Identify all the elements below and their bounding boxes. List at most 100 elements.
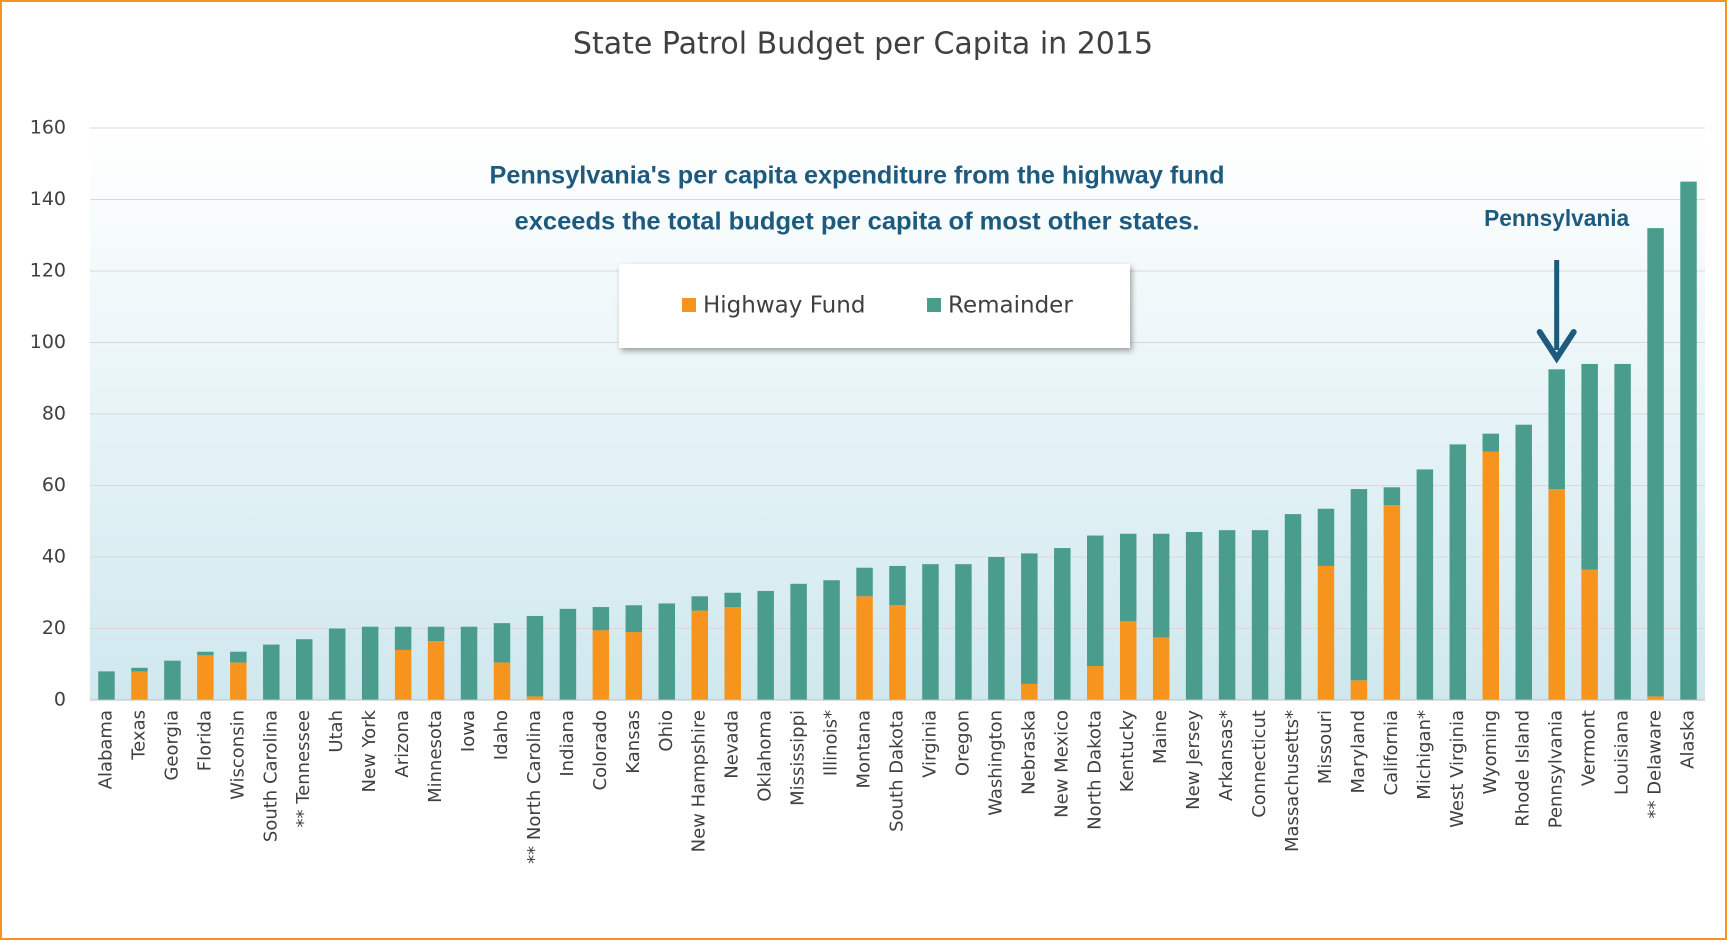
- annotation: Pennsylvania's per capita expenditure fr…: [490, 162, 1225, 190]
- bar-segment: [856, 596, 873, 700]
- x-tick-label: Nevada: [722, 710, 743, 779]
- arrow-head: [1536, 329, 1577, 364]
- legend-swatch: [682, 298, 696, 312]
- chart-title: State Patrol Budget per Capita in 2015: [573, 27, 1153, 62]
- bar-segment: [1218, 530, 1236, 700]
- bar-segment: [1350, 489, 1368, 681]
- x-tick-label: Ohio: [656, 710, 677, 752]
- bar-segment: [592, 607, 610, 631]
- legend-box: [619, 264, 1130, 348]
- bar-segment: [1251, 530, 1269, 700]
- bar-segment: [922, 564, 939, 700]
- x-tick-label: South Carolina: [260, 710, 281, 842]
- x-tick-label: California: [1381, 710, 1402, 795]
- annotation: Pennsylvania: [1484, 205, 1629, 231]
- x-tick-label: Vermont: [1579, 710, 1600, 786]
- x-tick-label: Arkansas*: [1216, 710, 1237, 801]
- bar-segment: [1581, 569, 1598, 700]
- bar-segment: [1021, 683, 1038, 700]
- x-tick-label: Kentucky: [1117, 710, 1138, 793]
- bar-segment: [427, 626, 445, 642]
- x-tick-label: Wyoming: [1480, 710, 1501, 795]
- bar-segment: [131, 671, 148, 700]
- bar-segment: [1087, 666, 1104, 700]
- bar-segment: [1119, 533, 1137, 622]
- bar-segment: [295, 639, 313, 700]
- bar-segment: [1647, 696, 1664, 700]
- x-tick-label: Wisconsin: [227, 710, 248, 800]
- x-tick-label: Rhode Island: [1513, 710, 1534, 827]
- bar-segment: [1152, 533, 1170, 638]
- bar-segment: [493, 662, 511, 700]
- x-tick-label: ** North Carolina: [524, 710, 545, 864]
- bar-segment: [263, 644, 280, 700]
- bar-segment: [98, 671, 115, 700]
- bar-segment: [1548, 489, 1565, 700]
- x-tick-label: Alaska: [1678, 710, 1699, 769]
- x-tick-label: Oregon: [952, 710, 973, 776]
- bar-segment: [1087, 535, 1104, 667]
- x-tick-label: Missouri: [1315, 710, 1336, 784]
- bar-segment: [394, 649, 412, 700]
- bar-segment: [394, 626, 412, 650]
- bar-segment: [1185, 531, 1203, 700]
- x-tick-label: Oklahoma: [755, 710, 776, 802]
- bar-segment: [1350, 680, 1368, 700]
- bar-segment: [526, 615, 544, 697]
- bar-segment: [328, 628, 346, 700]
- x-tick-label: Iowa: [458, 710, 479, 752]
- x-tick-label: New York: [359, 709, 380, 792]
- y-tick-label: 120: [30, 260, 66, 282]
- bar-segment: [197, 651, 214, 656]
- bar-segment: [889, 605, 906, 700]
- x-tick-label: Michigan*: [1414, 710, 1435, 800]
- x-tick-label: ** Delaware: [1645, 710, 1666, 819]
- x-tick-label: Connecticut: [1249, 710, 1270, 818]
- bar-segment: [164, 660, 181, 700]
- bar-segment: [197, 655, 214, 700]
- bar-segment: [1482, 433, 1500, 452]
- bar-segment: [1317, 508, 1335, 566]
- bar-segment: [1317, 565, 1335, 700]
- bar-segment: [790, 583, 807, 700]
- x-tick-label: Utah: [326, 710, 347, 753]
- x-tick-label: Minnesota: [425, 710, 446, 803]
- bar-segment: [955, 564, 972, 700]
- y-tick-label: 80: [42, 403, 66, 425]
- x-tick-label: Maine: [1150, 710, 1171, 764]
- x-tick-label: New Jersey: [1183, 710, 1204, 810]
- bar-segment: [757, 590, 774, 700]
- y-tick-label: 100: [30, 331, 66, 353]
- x-tick-label: Alabama: [95, 710, 116, 789]
- y-tick-label: 160: [30, 117, 66, 139]
- x-tick-label: Nebraska: [1018, 710, 1039, 795]
- x-tick-label: Washington: [985, 710, 1006, 816]
- x-tick-label: Montana: [854, 710, 875, 788]
- bar-segment: [1548, 369, 1565, 490]
- bar-segment: [625, 632, 643, 700]
- bar-segment: [988, 557, 1005, 700]
- bar-segment: [1021, 553, 1038, 684]
- bar-segment: [559, 608, 577, 700]
- bar-segment: [625, 605, 643, 633]
- bar-segment: [1680, 181, 1697, 700]
- x-tick-label: New Mexico: [1051, 710, 1072, 818]
- bar-segment: [1119, 621, 1137, 700]
- bar-segment: [1054, 548, 1071, 700]
- x-tick-label: Florida: [194, 710, 215, 771]
- x-tick-label: Massachusetts*: [1282, 710, 1303, 852]
- bar-segment: [1581, 363, 1598, 570]
- x-tick-label: Maryland: [1348, 710, 1369, 793]
- x-tick-label: Indiana: [557, 710, 578, 777]
- bar-segment: [526, 696, 544, 700]
- bar-segment: [823, 580, 840, 700]
- bar-segment: [493, 623, 511, 663]
- bar-segment: [460, 626, 478, 700]
- bar-segment: [1284, 514, 1302, 700]
- legend-label: Highway Fund: [703, 293, 865, 319]
- x-tick-label: Pennsylvania: [1546, 710, 1567, 828]
- x-tick-label: New Hampshire: [689, 710, 710, 852]
- bar-segment: [1383, 487, 1401, 506]
- x-tick-label: Virginia: [919, 710, 940, 778]
